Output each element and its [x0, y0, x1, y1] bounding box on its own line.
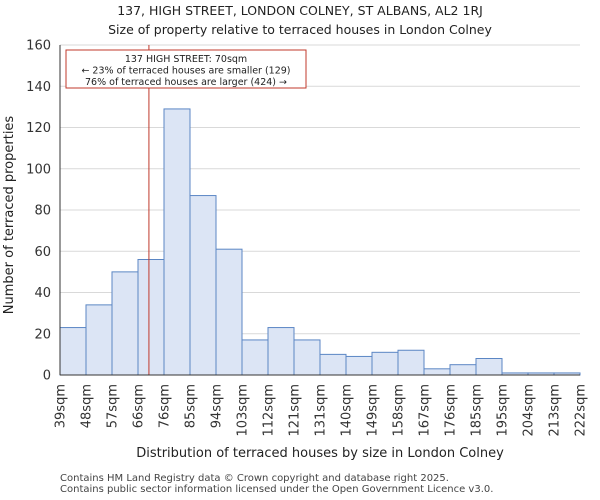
bar-94sqm [215, 248, 243, 376]
y-tick-label: 140 [26, 80, 51, 95]
bars [59, 108, 581, 376]
x-tick-label: 158sqm [392, 384, 407, 437]
bar-121sqm [293, 339, 321, 376]
x-tick-label: 121sqm [288, 384, 303, 437]
y-tick-label: 20 [34, 327, 51, 342]
bar-57sqm [111, 271, 139, 376]
chart-title: 137, HIGH STREET, LONDON COLNEY, ST ALBA… [117, 3, 483, 18]
axes [59, 45, 580, 376]
annotation: 137 HIGH STREET: 70sqm← 23% of terraced … [65, 49, 307, 89]
bar-66sqm [137, 259, 165, 376]
x-axis-title: Distribution of terraced houses by size … [136, 446, 504, 461]
bar-112sqm [267, 327, 295, 376]
x-tick-label: 131sqm [314, 384, 329, 437]
y-tick-label: 120 [26, 121, 51, 136]
x-tick-label: 176sqm [444, 384, 459, 437]
x-tick-label: 76sqm [158, 384, 173, 428]
x-tick-label: 66sqm [132, 384, 147, 428]
bar-167sqm [423, 368, 451, 376]
x-tick-label: 94sqm [210, 384, 225, 428]
bar-158sqm [397, 349, 425, 376]
bar-85sqm [189, 195, 217, 376]
y-tick-label: 100 [26, 162, 51, 177]
y-axis-title: Number of terraced properties [2, 116, 17, 315]
x-tick-label: 39sqm [54, 384, 69, 428]
x-tick-label: 204sqm [522, 384, 537, 437]
bar-140sqm [345, 355, 373, 376]
footer-copyright: Contains HM Land Registry data © Crown c… [60, 473, 449, 484]
bar-76sqm [163, 108, 191, 376]
histogram-chart: 0 20 40 60 80 100 120 140 160 39sqm 48sqm 57sqm 66sq… [2, 39, 589, 462]
annotation-box [65, 49, 307, 89]
chart-subtitle: Size of property relative to terraced ho… [108, 22, 492, 37]
x-tick-label: 185sqm [470, 384, 485, 437]
x-tick-label: 167sqm [418, 384, 433, 437]
y-tick-label: 0 [43, 369, 51, 384]
annotation-line: 137 HIGH STREET: 70sqm [125, 54, 247, 65]
x-tick-label: 112sqm [262, 384, 277, 437]
annotation-line: 76% of terraced houses are larger (424) … [85, 77, 287, 88]
bar-176sqm [449, 364, 477, 376]
x-tick-label: 57sqm [106, 384, 121, 428]
x-tick-label: 222sqm [574, 384, 589, 437]
bar-185sqm [475, 358, 503, 376]
bar-149sqm [371, 351, 399, 376]
x-tick-label: 213sqm [548, 384, 563, 437]
bar-131sqm [319, 353, 347, 376]
x-tick-label: 195sqm [496, 384, 511, 437]
footer-licence: Contains public sector information licen… [60, 484, 494, 495]
axis-labels: 0 20 40 60 80 100 120 140 160 39sqm 48sqm 57sqm 66sq… [2, 39, 589, 462]
y-tick-label: 160 [26, 39, 51, 54]
y-tick-label: 60 [34, 245, 51, 260]
x-tick-label: 48sqm [80, 384, 95, 428]
x-tick-label: 85sqm [184, 384, 199, 428]
bar-103sqm [241, 339, 269, 376]
x-tick-label: 103sqm [236, 384, 251, 437]
bar-39sqm [59, 327, 87, 376]
x-tick-label: 149sqm [366, 384, 381, 437]
annotation-line: ← 23% of terraced houses are smaller (12… [81, 66, 290, 77]
bar-48sqm [85, 304, 113, 376]
y-tick-label: 40 [34, 286, 51, 301]
y-tick-label: 80 [34, 204, 51, 219]
x-tick-label: 140sqm [340, 384, 355, 437]
